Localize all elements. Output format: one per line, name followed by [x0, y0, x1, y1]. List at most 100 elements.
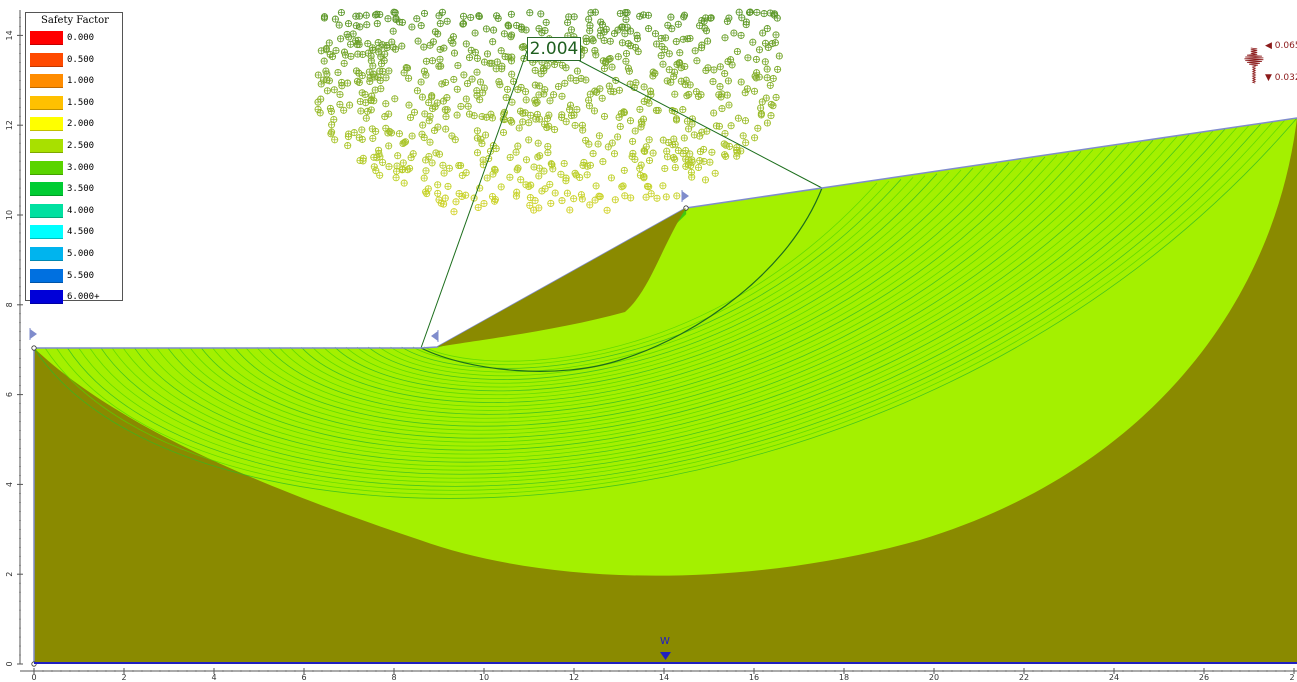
slip-center-point	[320, 57, 328, 65]
slip-center-point	[721, 34, 729, 42]
slip-center-point	[649, 68, 657, 76]
slip-center-point	[681, 81, 689, 89]
slip-center-point	[454, 61, 462, 70]
slip-center-point	[410, 108, 419, 116]
slip-center-point	[407, 154, 415, 162]
slip-center-point	[597, 27, 605, 35]
slip-center-point	[696, 148, 704, 156]
slip-center-point	[423, 190, 431, 198]
slip-center-point	[530, 163, 538, 171]
slip-center-point	[326, 104, 334, 112]
legend-swatch	[30, 268, 63, 283]
slip-center-point	[471, 29, 479, 37]
slip-center-point	[522, 96, 530, 104]
slip-center-point	[645, 99, 653, 107]
slip-center-point	[622, 15, 630, 24]
slip-center-point	[551, 189, 559, 197]
slip-center-point	[597, 18, 605, 26]
slip-center-point	[599, 158, 607, 166]
slip-surface-line	[278, 158, 1034, 411]
slip-center-point	[576, 173, 584, 182]
legend-swatch	[30, 247, 63, 261]
slip-center-point	[711, 169, 719, 177]
slip-center-point	[385, 67, 393, 75]
slip-center-point	[314, 71, 322, 79]
seismic-min-label: ▼ 0.0320	[1265, 73, 1297, 83]
slip-center-point	[376, 67, 384, 75]
seismic-load-icon	[1244, 47, 1264, 84]
slip-center-point	[488, 59, 496, 67]
slip-center-point	[497, 47, 505, 55]
slip-center-point	[665, 50, 673, 58]
left-axis-tick-label: 12	[5, 120, 14, 130]
slip-center-point	[378, 41, 386, 49]
slip-center-point	[353, 77, 362, 85]
slip-center-point	[441, 106, 449, 114]
slip-center-point	[531, 81, 539, 89]
critical-factor-label[interactable]: 2.004	[527, 37, 581, 61]
slip-center-point	[589, 150, 597, 158]
slip-center-point	[475, 12, 483, 21]
slip-center-point	[331, 15, 339, 23]
slip-center-point	[322, 67, 330, 75]
slip-center-point	[401, 138, 410, 146]
slip-center-point	[582, 136, 590, 144]
slip-center-point	[668, 25, 676, 33]
slip-center-point	[662, 34, 670, 42]
slip-center-point	[631, 127, 639, 135]
slip-surface-line	[356, 171, 950, 384]
slip-center-point	[585, 15, 593, 23]
legend-entry: 1.500	[30, 95, 120, 110]
legend-value: 2.500	[67, 141, 95, 151]
slip-center-point	[763, 65, 771, 73]
slip-center-point	[375, 48, 383, 56]
slip-center-point	[426, 138, 434, 146]
legend-entry: 1.000	[30, 74, 120, 89]
legend-entry: 0.500	[30, 52, 120, 67]
seismic-max-value: 0.0650	[1274, 41, 1297, 51]
slip-center-point	[533, 98, 541, 106]
slip-center-point	[385, 142, 393, 150]
slip-center-point	[642, 193, 650, 201]
slip-center-point	[701, 176, 710, 184]
slip-center-point	[502, 94, 510, 102]
slip-center-point	[492, 65, 500, 73]
legend-value: 6.000+	[67, 292, 100, 303]
slip-center-point	[604, 143, 612, 151]
slip-center-point	[752, 55, 760, 63]
slip-center-point	[375, 146, 383, 154]
slip-center-point	[334, 68, 342, 77]
slip-center-point	[621, 30, 629, 38]
slip-center-point	[691, 47, 699, 55]
slip-center-point	[599, 57, 607, 65]
slip-center-point	[377, 85, 385, 93]
slip-center-point	[409, 150, 417, 158]
slip-center-point	[490, 26, 498, 34]
slip-center-point	[625, 67, 633, 75]
slip-center-point	[373, 20, 381, 28]
bottom-axis-tick-label: 24	[1109, 673, 1119, 682]
slip-surface-line	[301, 162, 1010, 403]
slip-surface-line	[133, 134, 1190, 463]
slip-center-point	[596, 85, 604, 93]
slip-center-point	[621, 9, 629, 17]
slip-center-point	[473, 149, 482, 157]
slip-center-point	[770, 10, 779, 18]
slip-center-point	[659, 136, 667, 144]
slip-center-point	[685, 125, 693, 133]
slip-center-point	[654, 106, 662, 114]
legend-entry: 2.000	[30, 117, 120, 132]
slip-center-point	[563, 189, 571, 197]
slip-center-point	[363, 21, 371, 29]
slip-center-point	[462, 191, 470, 199]
slip-center-point	[459, 12, 468, 20]
legend-swatch	[30, 52, 63, 67]
legend-value: 4.000	[67, 205, 95, 216]
legend-swatch	[30, 225, 63, 240]
slip-center-point	[741, 89, 749, 97]
slip-center-point	[373, 10, 381, 18]
slip-center-point	[431, 28, 439, 36]
slip-center-point	[367, 96, 375, 104]
slip-center-point	[519, 118, 527, 126]
